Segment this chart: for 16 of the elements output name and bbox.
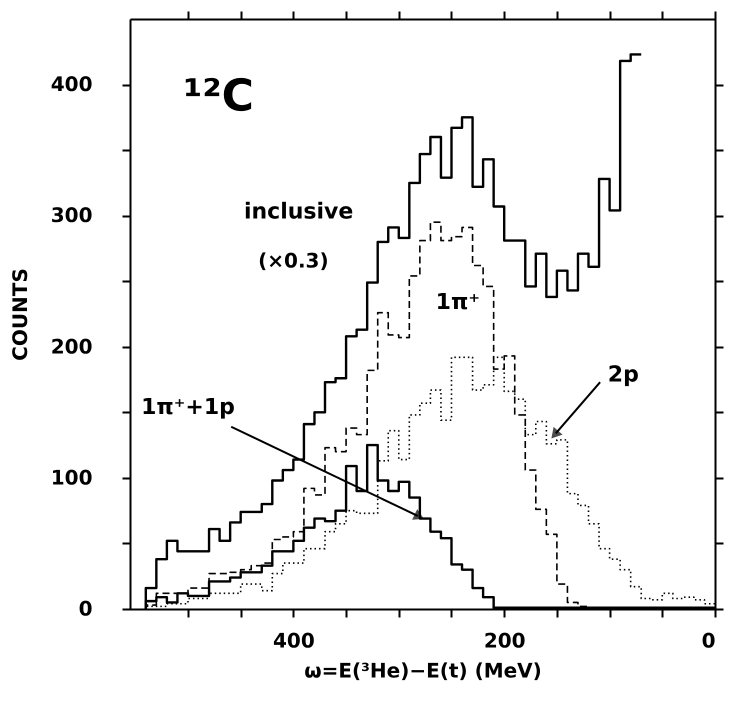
series-label: 1π⁺ xyxy=(436,290,480,316)
y-tick-label: 300 xyxy=(50,203,92,228)
y-tick-label: 400 xyxy=(50,72,92,96)
x-tick-label: 0 xyxy=(702,628,716,652)
text: 2p xyxy=(608,362,639,388)
y-tick-label: 0 xyxy=(78,596,92,620)
text: 1π⁺+1p xyxy=(141,395,235,420)
x-axis-title: ω=E(³He)−E(t) (MeV) xyxy=(304,658,542,682)
y-axis-title: COUNTS xyxy=(8,268,32,361)
y-tick-label: 200 xyxy=(50,334,92,358)
annotation: ¹²C xyxy=(183,70,254,122)
y-tick-label: 100 xyxy=(50,465,92,490)
annotation: (×0.3) xyxy=(258,248,329,273)
series-label: inclusive xyxy=(244,200,354,225)
x-tick-label: 400 xyxy=(273,628,315,652)
x-tick-label: 200 xyxy=(484,628,526,652)
